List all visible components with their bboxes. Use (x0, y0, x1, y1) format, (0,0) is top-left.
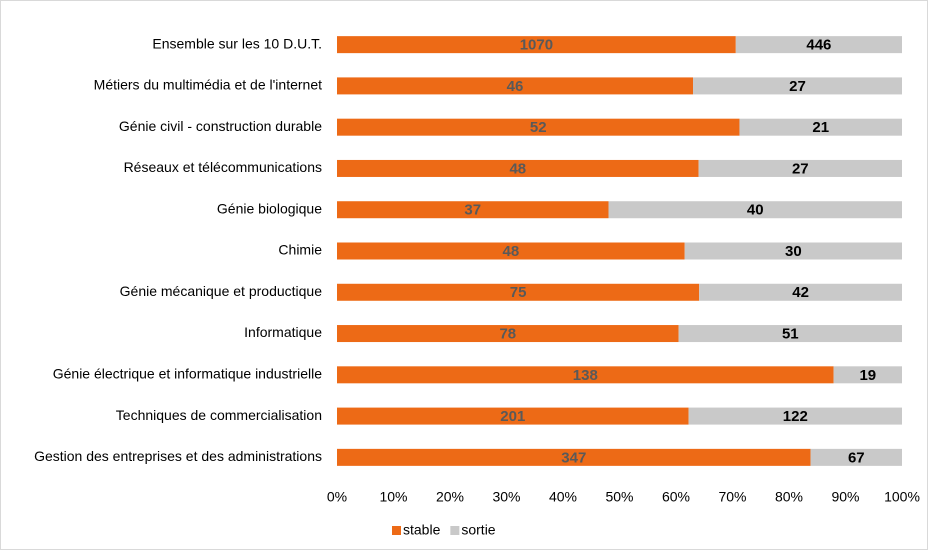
bar-segment (337, 201, 609, 219)
x-tick-label: 90% (831, 489, 859, 505)
bar-segment (678, 325, 902, 343)
x-tick-label: 40% (549, 489, 577, 505)
bar-segment (699, 283, 902, 301)
y-tick-label: Génie mécanique et productique (120, 283, 323, 299)
data-label: 19 (859, 367, 876, 384)
x-tick-label: 0% (327, 489, 347, 505)
bar-segment (688, 407, 902, 425)
bar-segment (337, 118, 740, 136)
y-tick-label: Génie électrique et informatique industr… (53, 366, 322, 382)
data-label: 21 (812, 119, 829, 136)
x-tick-label: 30% (492, 489, 520, 505)
y-tick-label: Ensemble sur les 10 D.U.T. (152, 35, 322, 51)
bar-segment (833, 366, 902, 384)
y-tick-label: Techniques de commercialisation (116, 407, 322, 423)
bar-segment (337, 448, 811, 466)
legend-swatch (392, 526, 401, 535)
data-label: 27 (789, 78, 806, 95)
data-label: 27 (792, 160, 809, 177)
data-label: 48 (503, 243, 520, 260)
data-label: 37 (464, 202, 481, 219)
bar-segment (608, 201, 902, 219)
bar-segment (684, 242, 902, 260)
y-tick-label: Réseaux et télécommunications (124, 159, 322, 175)
bar-segment (337, 366, 834, 384)
bar-segment (735, 36, 902, 54)
bar-segment (337, 36, 736, 54)
legend-label: sortie (461, 522, 495, 538)
data-label: 138 (573, 367, 598, 384)
x-tick-label: 70% (718, 489, 746, 505)
data-label: 1070 (520, 37, 553, 54)
y-tick-label: Métiers du multimédia et de l'internet (94, 77, 322, 93)
data-label: 446 (806, 37, 831, 54)
bar-segment (739, 118, 902, 136)
data-label: 46 (507, 78, 524, 95)
y-tick-label: Génie biologique (217, 200, 322, 216)
x-tick-label: 80% (775, 489, 803, 505)
data-label: 78 (499, 326, 516, 343)
data-label: 347 (561, 449, 586, 466)
bar-segment (337, 407, 689, 425)
bar-segment (810, 448, 902, 466)
data-label: 40 (747, 202, 764, 219)
bar-segment (693, 77, 902, 95)
data-label: 48 (509, 160, 526, 177)
y-tick-label: Génie civil - construction durable (119, 118, 322, 134)
x-tick-label: 100% (884, 489, 920, 505)
bar-segment (337, 325, 679, 343)
bar-segment (337, 242, 685, 260)
x-tick-label: 20% (436, 489, 464, 505)
y-tick-label: Gestion des entreprises et des administr… (34, 448, 322, 464)
data-label: 75 (510, 284, 527, 301)
data-label: 52 (530, 119, 547, 136)
data-label: 42 (792, 284, 809, 301)
bar-segment (337, 77, 694, 95)
y-tick-label: Informatique (244, 324, 322, 340)
x-tick-label: 10% (379, 489, 407, 505)
legend-swatch (450, 526, 460, 535)
data-label: 122 (783, 408, 808, 425)
bar-segment (698, 159, 902, 177)
y-tick-label: Chimie (278, 242, 322, 258)
data-label: 51 (782, 326, 799, 343)
data-label: 67 (848, 449, 865, 466)
bar-segment (337, 283, 700, 301)
x-tick-label: 60% (662, 489, 690, 505)
legend-label: stable (403, 522, 441, 538)
x-tick-label: 50% (605, 489, 633, 505)
data-label: 201 (500, 408, 525, 425)
bar-segment (337, 159, 699, 177)
data-label: 30 (785, 243, 802, 260)
